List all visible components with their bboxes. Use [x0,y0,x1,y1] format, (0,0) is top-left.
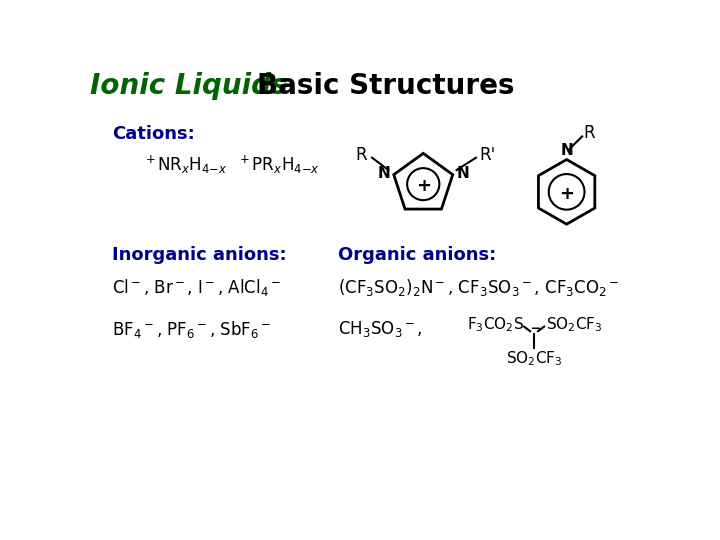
Text: R: R [584,124,595,143]
Text: +: + [417,178,431,195]
Text: Inorganic anions:: Inorganic anions: [112,246,287,264]
Text: SO$_2$CF$_3$: SO$_2$CF$_3$ [546,316,602,334]
Text: N: N [456,166,469,180]
Text: (CF$_3$SO$_2$)$_2$N$^-$, CF$_3$SO$_3$$^-$, CF$_3$CO$_2$$^-$: (CF$_3$SO$_2$)$_2$N$^-$, CF$_3$SO$_3$$^-… [338,276,619,298]
Text: –: – [531,320,541,339]
Text: Organic anions:: Organic anions: [338,246,496,264]
Text: BF$_4$$^-$, PF$_6$$^-$, SbF$_6$$^-$: BF$_4$$^-$, PF$_6$$^-$, SbF$_6$$^-$ [112,319,271,340]
Text: $^+$PR$_x$H$_{4\mathrm{-}x}$: $^+$PR$_x$H$_{4\mathrm{-}x}$ [238,153,320,176]
Text: F$_3$CO$_2$S: F$_3$CO$_2$S [467,316,524,334]
Text: SO$_2$CF$_3$: SO$_2$CF$_3$ [506,350,562,368]
Text: R: R [356,146,367,164]
Text: R': R' [479,146,495,164]
Text: Cations:: Cations: [112,125,194,143]
Text: $^+$NR$_x$H$_{4\mathrm{-}x}$: $^+$NR$_x$H$_{4\mathrm{-}x}$ [143,153,228,176]
Text: Ionic Liquids: Ionic Liquids [90,72,297,100]
Text: N: N [377,166,390,180]
Text: CH$_3$SO$_3$$^-$,: CH$_3$SO$_3$$^-$, [338,319,423,339]
Text: N: N [560,143,573,158]
Text: Cl$^-$, Br$^-$, I$^-$, AlCl$_4$$^-$: Cl$^-$, Br$^-$, I$^-$, AlCl$_4$$^-$ [112,276,281,298]
Text: +: + [559,185,574,203]
Text: Basic Structures: Basic Structures [257,72,514,100]
